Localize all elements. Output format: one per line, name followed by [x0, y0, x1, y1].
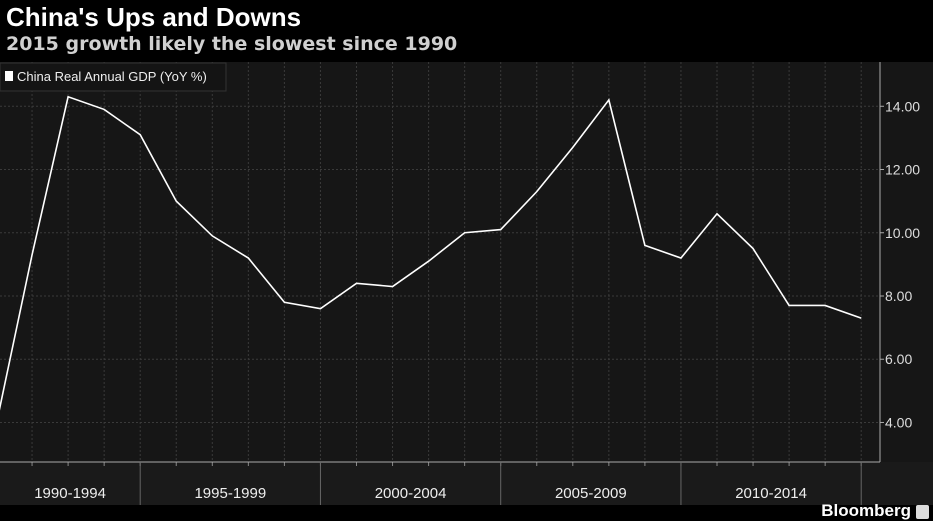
x-category-label: 2000-2004 [375, 485, 447, 502]
legend: China Real Annual GDP (YoY %) [0, 62, 227, 92]
chart-header: China's Ups and Downs 2015 growth likely… [0, 0, 933, 62]
x-category-label: 1990-1994 [34, 485, 106, 502]
legend-box [0, 62, 227, 92]
plot-background [0, 62, 933, 462]
bloomberg-logo-icon [916, 505, 929, 519]
bloomberg-brand: Bloomberg [821, 501, 911, 520]
x-category-label: 1995-1999 [194, 485, 266, 502]
legend-swatch [5, 71, 13, 81]
y-tick-label: 6.00 [885, 351, 912, 367]
y-tick-label: 8.00 [885, 288, 912, 304]
x-category-label: 2005-2009 [555, 485, 627, 502]
legend-label: China Real Annual GDP (YoY %) [17, 69, 207, 84]
x-category-label: 2010-2014 [735, 485, 807, 502]
y-tick-label: 12.00 [885, 162, 920, 178]
y-tick-label: 10.00 [885, 225, 920, 241]
y-tick-label: 14.00 [885, 98, 920, 114]
x-axis-band [0, 462, 933, 505]
chart-title: China's Ups and Downs [6, 2, 302, 32]
y-tick-label: 4.00 [885, 414, 912, 430]
chart-subtitle: 2015 growth likely the slowest since 199… [6, 33, 458, 55]
